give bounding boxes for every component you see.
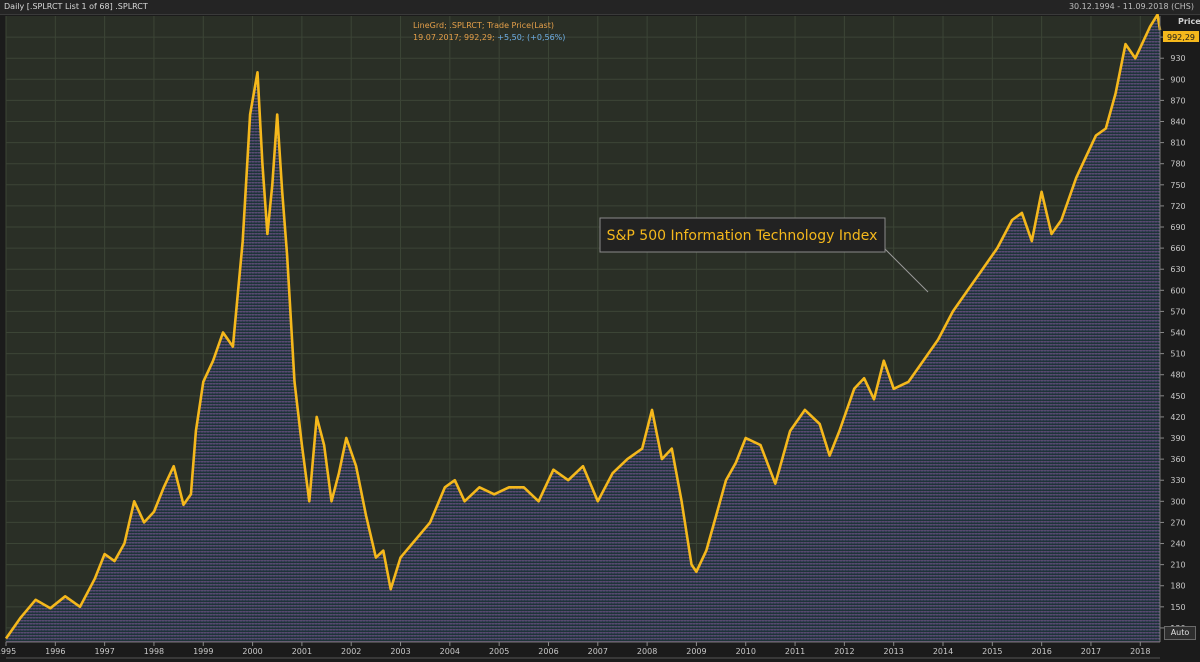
x-tick-label: 2015 [982,647,1002,656]
chart-header-bar: Daily [.SPLRCT List 1 of 68] .SPLRCT 30.… [0,0,1200,15]
x-tick-label: 2000 [242,647,262,656]
x-tick-label: 1995 [0,647,16,656]
y-tick-label: 450 [1170,392,1185,401]
x-tick-label: 2016 [1031,647,1051,656]
y-tick-label: 720 [1170,202,1185,211]
y-tick-label: 660 [1170,244,1185,253]
last-price-label: 992,29 [1167,33,1195,42]
y-tick-label: 510 [1170,350,1185,359]
info-line-2: 19.07.2017; 992,29; +5,50; (+0,56%) [413,33,565,42]
y-tick-label: 630 [1170,265,1185,274]
x-tick-label: 2007 [588,647,608,656]
y-tick-label: 270 [1170,518,1185,527]
annotation-box [599,217,886,253]
price-chart[interactable]: 1201501802102402703003303603904204504805… [0,14,1200,662]
y-tick-label: 870 [1170,96,1185,105]
x-tick-label: 2018 [1130,647,1150,656]
y-tick-label: 480 [1170,371,1185,380]
x-tick-label: 2008 [637,647,657,656]
x-tick-label: 2005 [489,647,509,656]
y-tick-label: 240 [1170,540,1185,549]
x-tick-label: 2003 [390,647,410,656]
y-tick-label: 150 [1170,603,1185,612]
x-tick-label: 2011 [785,647,805,656]
y-tick-label: 390 [1170,434,1185,443]
x-tick-label: 2017 [1081,647,1101,656]
x-tick-label: 2009 [686,647,706,656]
x-tick-label: 2012 [834,647,854,656]
y-tick-label: 420 [1170,413,1185,422]
y-axis-title: Price [1178,17,1200,26]
x-tick-label: 2004 [440,647,460,656]
y-tick-label: 360 [1170,455,1185,464]
info-date-price: 19.07.2017; 992,29; [413,33,497,42]
date-range-label[interactable]: 30.12.1994 - 11.09.2018 (CHS) [1068,2,1194,11]
x-tick-label: 1997 [94,647,114,656]
y-tick-label: 930 [1170,54,1185,63]
y-tick-label: 840 [1170,118,1185,127]
x-tick-label: 2001 [292,647,312,656]
x-tick-label: 2002 [341,647,361,656]
y-tick-label: 180 [1170,582,1185,591]
annotation-callout[interactable]: S&P 500 Information Technology Index [599,217,929,293]
price-area-fill [6,14,1160,643]
info-line-1: LineGrd; .SPLRCT; Trade Price(Last) [413,21,554,30]
x-tick-label: 2006 [538,647,558,656]
x-tick-label: 2014 [933,647,953,656]
y-axis: 1201501802102402703003303603904204504805… [1159,16,1186,642]
y-tick-label: 780 [1170,160,1185,169]
y-tick-label: 810 [1170,139,1185,148]
y-tick-label: 600 [1170,286,1185,295]
y-axis-title-box: Price [1178,17,1200,26]
info-change: +5,50; (+0,56%) [497,33,565,42]
y-tick-label: 690 [1170,223,1185,232]
y-tick-label: 900 [1170,75,1185,84]
last-price-marker: 992,29 [1163,31,1199,42]
x-tick-label: 2013 [884,647,904,656]
annotation-text: S&P 500 Information Technology Index [607,228,878,244]
auto-scale-button[interactable]: Auto [1164,626,1196,640]
chart-window-title[interactable]: Daily [.SPLRCT List 1 of 68] .SPLRCT [4,2,148,11]
y-tick-label: 210 [1170,561,1185,570]
y-tick-label: 750 [1170,181,1185,190]
x-tick-label: 1996 [45,647,65,656]
y-tick-label: 300 [1170,497,1185,506]
y-tick-label: 330 [1170,476,1185,485]
x-tick-label: 2010 [736,647,756,656]
annotation-leader-line [884,248,929,293]
y-tick-label: 570 [1170,307,1185,316]
x-axis: 1995 1996 1997 1998 1999 2000 2001 2002 2003 2004… [0,641,1160,662]
y-tick-label: 540 [1170,329,1185,338]
price-line[interactable] [4,14,1162,640]
x-tick-label: 1999 [193,647,213,656]
x-tick-label: 1998 [144,647,164,656]
